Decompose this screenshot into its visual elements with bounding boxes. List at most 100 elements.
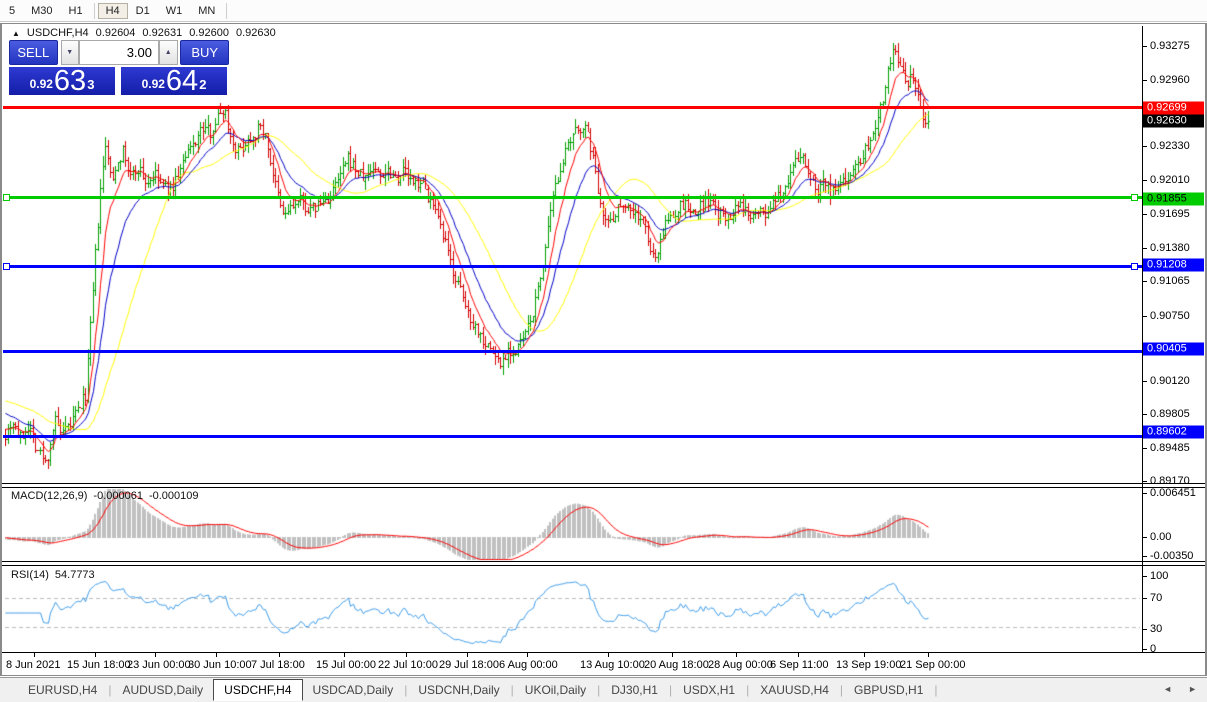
sell-button[interactable]: SELL [9,40,58,65]
horizontal-line[interactable] [3,106,1142,109]
timeframe-button-d1[interactable]: D1 [135,4,150,17]
timeframe-toolbar: 5 M30 H1 H4 D1 W1 MN [0,0,1207,22]
line-handle[interactable] [1131,263,1138,270]
volume-decrease-button[interactable]: ▼ [60,40,79,65]
tab-divider: | [108,683,112,697]
volume-input[interactable] [79,40,159,65]
toolbar-separator [226,2,228,19]
price-axis-line [1142,26,1143,653]
tab-dj30-h1[interactable]: DJ30,H1 [611,683,658,697]
time-axis-label: 13 Aug 10:00 [580,659,645,671]
axis-tick [1143,381,1147,382]
price-axis-tick-label: 0.89805 [1150,408,1190,420]
window-frame-left [0,23,2,676]
time-axis-tick [155,653,156,657]
ohlc-open-value: 0.92604 [95,27,136,39]
price-chart-canvas[interactable] [5,26,1142,653]
buy-price-base: 0.92 [141,77,165,91]
window-frame-bottom [0,675,1207,676]
line-handle[interactable] [3,194,10,201]
rsi-axis-tick-label: 70 [1150,592,1163,604]
time-axis-tick [34,653,35,657]
timeframe-button-w1[interactable]: W1 [165,4,183,17]
tab-usdchf-h4[interactable]: USDCHF,H4 [213,679,303,701]
price-line-badge: 0.90405 [1143,342,1204,356]
tab-xauusd-h4[interactable]: XAUUSD,H4 [760,683,829,697]
time-axis-tick [798,653,799,657]
axis-tick [1143,598,1147,599]
toolbar-separator [93,2,95,19]
tab-usdcnh-daily[interactable]: USDCNH,Daily [418,683,500,697]
sell-price-panel[interactable]: 0.92 63 3 [9,65,115,97]
price-line-badge: 0.92630 [1143,114,1204,128]
time-axis-label: 15 Jun 18:00 [67,659,131,671]
macd-axis-tick-label: -0.00350 [1150,550,1194,562]
timeframe-button-h4[interactable]: H4 [97,2,128,19]
time-axis-label: 23 Jun 00:00 [127,659,191,671]
axis-tick [1143,649,1147,650]
macd-main-value: -0.000061 [93,490,143,502]
price-axis-tick-label: 0.92010 [1150,174,1190,186]
horizontal-line[interactable] [3,265,1142,268]
timeframe-button-h1[interactable]: H1 [68,4,83,17]
price-axis-tick-label: 0.92960 [1150,74,1190,86]
price-axis-tick-label: 0.91065 [1150,275,1190,287]
line-handle[interactable] [3,263,10,270]
window-frame-top [0,23,1207,24]
time-axis-tick [467,653,468,657]
buy-button[interactable]: BUY [180,40,229,65]
tabs-scroll-arrows: ◄ ► [1163,684,1197,694]
tab-gbpusd-h1[interactable]: GBPUSD,H1 [854,683,924,697]
macd-pane-top-border [2,487,1205,488]
collapse-arrow-icon[interactable]: ▲ [12,28,20,38]
axis-tick [1143,448,1147,449]
timeframe-button-m30[interactable]: M30 [31,4,53,17]
axis-tick [1143,46,1147,47]
rsi-axis-tick-label: 100 [1150,570,1169,582]
time-axis-label: 8 Jun 2021 [6,659,61,671]
tab-ukoil-daily[interactable]: UKOil,Daily [524,683,587,697]
ohlc-low-value: 0.92600 [189,27,229,39]
buy-price-panel[interactable]: 0.92 64 2 [121,67,227,96]
price-axis-tick-label: 0.93275 [1150,40,1190,52]
timeframe-button-mn[interactable]: MN [198,4,216,17]
time-axis-tick [406,653,407,657]
sell-price-pips: 63 [53,65,87,97]
rsi-axis-tick-label: 0 [1150,643,1157,655]
chart-symbol-title: USDCHF,H4 [26,27,89,39]
time-axis-label: 15 Jul 00:00 [316,659,376,671]
price-axis-tick-label: 0.89485 [1150,442,1190,454]
line-handle[interactable] [1131,194,1138,201]
time-axis-label: 30 Jun 10:00 [188,659,252,671]
tab-usdcad-daily[interactable]: USDCAD,Daily [312,683,394,697]
volume-increase-button[interactable]: ▲ [159,40,178,65]
horizontal-line[interactable] [3,435,1142,438]
macd-indicator-name: MACD(12,26,9) [11,490,88,502]
tabs-scroll-right-icon[interactable]: ► [1188,684,1197,694]
window-frame-right [1205,23,1207,676]
time-axis-tick [279,653,280,657]
tab-audusd-daily[interactable]: AUDUSD,Daily [122,683,204,697]
time-axis-label: 21 Sep 00:00 [900,659,966,671]
timeframe-button-5[interactable]: 5 [9,4,16,17]
macd-signal-value: -0.000109 [148,490,199,502]
chart-tabs-bar: EURUSD,H4 | AUDUSD,Daily USDCHF,H4 USDCAD,Da… [0,677,1207,702]
price-axis-tick-label: 0.90750 [1150,310,1190,322]
horizontal-line[interactable] [3,196,1142,199]
axis-tick [1143,214,1147,215]
tab-divider: | [934,683,938,697]
time-axis-tick [672,653,673,657]
tab-divider: | [746,683,750,697]
tab-eurusd-h4[interactable]: EURUSD,H4 [28,683,98,697]
tab-divider: | [510,683,514,697]
tab-divider: | [404,683,408,697]
tab-usdx-h1[interactable]: USDX,H1 [683,683,736,697]
tabs-scroll-left-icon[interactable]: ◄ [1163,684,1173,694]
price-axis-tick-label: 0.91695 [1150,208,1190,220]
horizontal-line[interactable] [3,350,1142,353]
axis-tick [1143,576,1147,577]
axis-tick [1143,281,1147,282]
rsi-label-row: RSI(14) 54.7773 [11,569,95,581]
macd-label-row: MACD(12,26,9) -0.000061 -0.000109 [11,490,199,502]
rsi-value: 54.7773 [54,569,95,581]
